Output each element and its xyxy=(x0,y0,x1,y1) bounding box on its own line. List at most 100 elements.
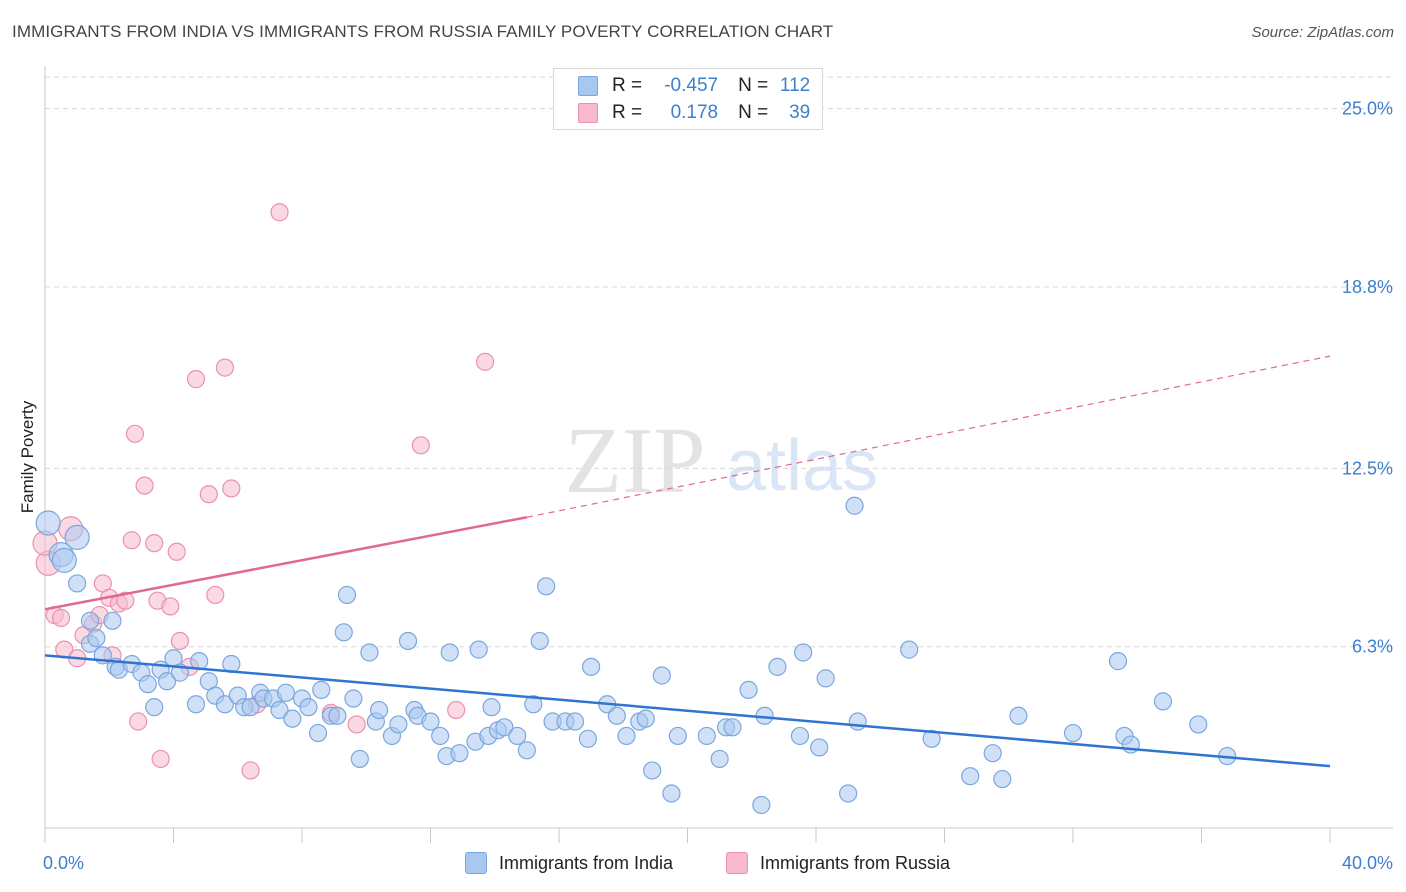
india-point xyxy=(450,744,469,763)
india-point xyxy=(697,726,716,746)
legend-swatch-india-bottom xyxy=(465,852,487,874)
india-point xyxy=(51,547,77,574)
russia-point xyxy=(51,608,71,628)
india-point xyxy=(389,715,408,734)
russia-point xyxy=(170,631,190,651)
russia-point xyxy=(222,479,241,498)
legend-r-label-india: R = xyxy=(612,75,643,96)
india-point xyxy=(308,723,328,743)
russia-point xyxy=(145,534,164,553)
india-point xyxy=(752,795,771,815)
india-point xyxy=(530,631,549,651)
india-point xyxy=(524,695,543,714)
india-point xyxy=(983,744,1002,763)
russia-trend-extension xyxy=(526,355,1331,518)
russia-point xyxy=(116,591,135,610)
india-point xyxy=(68,574,87,593)
india-point xyxy=(578,729,598,748)
india-point xyxy=(270,700,289,720)
legend-item-india[interactable]: Immigrants from India xyxy=(465,852,673,874)
india-point xyxy=(839,784,858,803)
india-point xyxy=(961,767,980,786)
india-point xyxy=(328,706,347,725)
india-point xyxy=(469,640,488,659)
india-point xyxy=(1009,706,1028,725)
x-tick-label-max: 40.0% xyxy=(1342,853,1393,873)
india-point xyxy=(1063,723,1083,743)
russia-point xyxy=(199,485,218,504)
russia-point xyxy=(167,542,186,561)
legend-r-value-india: -0.457 xyxy=(664,75,719,96)
india-point xyxy=(810,738,829,757)
legend-swatch-russia xyxy=(578,103,598,123)
legend-label-russia: Immigrants from Russia xyxy=(760,852,951,873)
india-point xyxy=(64,524,90,550)
watermark: ZIP atlas xyxy=(565,409,879,513)
india-point xyxy=(768,657,787,676)
legend-r-value-russia: 0.178 xyxy=(670,102,719,123)
india-point xyxy=(360,643,379,662)
russia-point xyxy=(241,761,260,780)
legend-swatch-india xyxy=(578,76,598,96)
india-point xyxy=(241,698,260,717)
india-point xyxy=(617,726,636,746)
india-point xyxy=(215,695,234,714)
india-point xyxy=(662,784,681,803)
india-point xyxy=(350,749,369,769)
india-point xyxy=(816,669,835,688)
india-trend-line xyxy=(44,654,1331,768)
russia-trend-line xyxy=(44,516,528,611)
india-point xyxy=(431,726,450,746)
russia-point xyxy=(411,436,430,455)
india-point xyxy=(1153,692,1173,711)
india-point xyxy=(607,706,626,725)
india-point xyxy=(276,683,296,702)
watermark-atlas: atlas xyxy=(726,426,878,506)
russia-point xyxy=(129,712,148,731)
legend-row-russia: R = 0.178 N = 39 xyxy=(578,101,810,125)
legend-item-russia[interactable]: Immigrants from Russia xyxy=(726,852,950,874)
russia-point xyxy=(347,715,366,734)
india-point xyxy=(103,611,122,630)
y-tick-label: 18.8% xyxy=(1342,277,1393,297)
chart-source: Source: ZipAtlas.com xyxy=(1251,24,1394,41)
india-point xyxy=(848,712,867,731)
india-point xyxy=(794,643,813,662)
india-point xyxy=(1189,715,1208,734)
india-point xyxy=(80,611,100,630)
russia-point xyxy=(151,749,170,769)
india-point xyxy=(922,729,941,748)
russia-point xyxy=(206,585,225,605)
legend-r-label-russia: R = xyxy=(612,102,643,123)
russia-point xyxy=(125,424,145,443)
india-point xyxy=(739,680,758,699)
legend-n-value-russia: 39 xyxy=(789,102,811,123)
legend-n-label-india: N = xyxy=(738,75,769,96)
y-tick-label: 25.0% xyxy=(1342,99,1393,119)
india-point xyxy=(582,657,601,676)
india-point xyxy=(710,749,729,769)
india-point xyxy=(508,726,527,746)
india-point xyxy=(145,698,164,717)
russia-point xyxy=(447,700,466,720)
india-point xyxy=(35,510,61,536)
india-point xyxy=(482,698,501,717)
russia-point xyxy=(215,358,234,377)
y-tick-label: 6.3% xyxy=(1352,637,1393,657)
india-point xyxy=(283,709,302,728)
india-point xyxy=(421,712,440,731)
legend-swatch-russia-bottom xyxy=(726,852,748,874)
russia-point xyxy=(476,352,495,371)
india-point xyxy=(723,718,742,737)
legend-n-value-india: 112 xyxy=(779,75,811,96)
chart-title: IMMIGRANTS FROM INDIA VS IMMIGRANTS FROM… xyxy=(12,22,834,41)
russia-point xyxy=(135,476,154,495)
india-point xyxy=(299,698,318,717)
correlation-legend: R = -0.457 N = 112 R = 0.178 N = 39 xyxy=(553,68,823,130)
india-point xyxy=(312,680,331,699)
india-point xyxy=(440,643,459,662)
india-point xyxy=(87,628,106,648)
russia-point xyxy=(161,597,180,616)
india-point xyxy=(652,666,671,685)
